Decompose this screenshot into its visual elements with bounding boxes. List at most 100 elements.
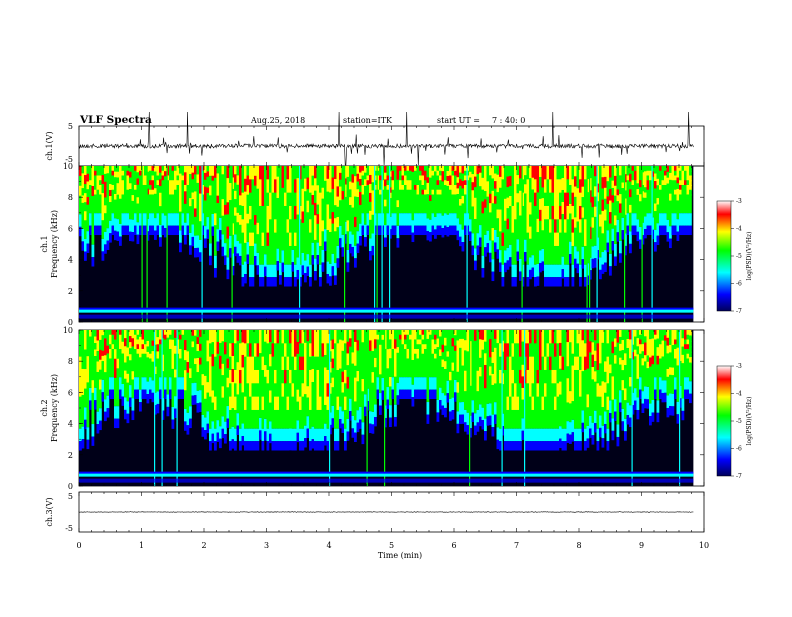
psd-cell <box>194 216 197 236</box>
psd-cell <box>389 182 392 189</box>
psd-cell <box>91 424 95 437</box>
psd-cell <box>284 264 287 278</box>
psd-cell <box>504 343 507 358</box>
psd-cell <box>401 194 405 214</box>
psd-cell <box>366 369 370 389</box>
psd-cell <box>589 214 592 228</box>
psd-cell <box>249 441 252 451</box>
psd-cell <box>604 411 607 424</box>
psd-cell <box>401 344 405 350</box>
psd-cell <box>134 175 137 182</box>
psd-cell <box>429 183 432 191</box>
psd-cell <box>251 330 255 345</box>
psd-cell <box>636 330 640 340</box>
psd-cell <box>689 381 692 394</box>
psd-cell <box>374 404 377 418</box>
psd-cell <box>241 232 245 247</box>
psd-cell <box>514 245 517 265</box>
psd-cell <box>339 172 342 181</box>
psd-cell <box>246 441 250 451</box>
psd-cell <box>494 330 497 340</box>
psd-cell <box>661 189 665 196</box>
psd-cell <box>124 346 127 356</box>
psd-cell <box>184 330 187 342</box>
psd-cell <box>676 166 680 173</box>
psd-cell <box>79 170 82 177</box>
psd-cell <box>291 428 295 442</box>
psd-cell <box>271 441 275 451</box>
psd-cell <box>86 408 90 428</box>
psd-cell <box>364 368 367 377</box>
psd-cell <box>559 205 562 221</box>
psd-cell <box>191 330 195 337</box>
psd-cell <box>291 231 295 250</box>
psd-cell <box>569 222 572 242</box>
psd-cell <box>174 369 177 379</box>
psd-cell <box>671 175 675 182</box>
psd-cell <box>629 367 632 379</box>
psd-cell <box>656 347 660 357</box>
psd-cell <box>541 409 545 429</box>
psd-cell <box>111 377 115 390</box>
psd-cell <box>619 166 622 177</box>
psd-cell <box>199 166 202 177</box>
psd-cell <box>291 176 295 189</box>
psd-cell <box>504 166 507 178</box>
psd-cell <box>134 166 137 172</box>
psd-cell <box>279 441 282 451</box>
psd-cell <box>444 407 447 418</box>
psd-cell <box>371 198 375 208</box>
psd-cell <box>266 232 270 247</box>
psd-cell <box>486 211 490 231</box>
psd-cell <box>129 330 132 338</box>
psd-cell <box>289 383 292 398</box>
psd-cell <box>309 396 312 411</box>
psd-cell <box>466 361 470 374</box>
psd-cell <box>174 189 177 196</box>
psd-cell <box>331 368 335 379</box>
psd-cell <box>411 397 415 407</box>
psd-cell <box>689 194 692 214</box>
psd-cell <box>179 334 182 341</box>
psd-cell <box>509 226 512 245</box>
psd-cell <box>424 170 427 177</box>
psd-cell <box>136 358 140 378</box>
psd-cell <box>489 403 492 416</box>
psd-cell <box>229 235 232 249</box>
psd-cell <box>309 428 312 442</box>
psd-cell <box>514 192 517 207</box>
psd-cell <box>551 277 555 287</box>
psd-cell <box>351 385 355 399</box>
psd-cell <box>329 330 332 342</box>
psd-cell <box>421 170 425 177</box>
psd-cell <box>446 214 450 228</box>
psd-cell <box>186 184 190 191</box>
psd-cell <box>471 182 475 192</box>
psd-cell <box>416 225 420 236</box>
psd-cell <box>344 383 347 398</box>
psd-cell <box>674 344 677 350</box>
psd-cell <box>114 188 117 195</box>
psd-cell <box>241 330 245 344</box>
psd-cell <box>201 396 205 415</box>
psd-cell <box>494 347 497 358</box>
psd-cell <box>301 265 305 275</box>
psd-cell <box>261 219 265 234</box>
psd-cell <box>459 172 462 181</box>
psd-cell <box>611 364 615 378</box>
psd-cell <box>511 232 515 247</box>
psd-cell <box>149 166 152 172</box>
psd-cell <box>491 271 495 282</box>
psd-cell <box>124 330 127 340</box>
psd-cell <box>434 358 437 378</box>
psd-cell <box>516 396 520 411</box>
psd-cell <box>446 180 450 187</box>
psd-cell <box>516 220 520 240</box>
psd-cell <box>109 377 112 390</box>
psd-cell <box>431 194 435 214</box>
psd-cell <box>384 348 387 360</box>
psd-cell <box>581 246 585 260</box>
psd-cell <box>596 383 600 398</box>
psd-cell <box>111 166 115 172</box>
ch1-waveform-frame <box>78 125 705 167</box>
